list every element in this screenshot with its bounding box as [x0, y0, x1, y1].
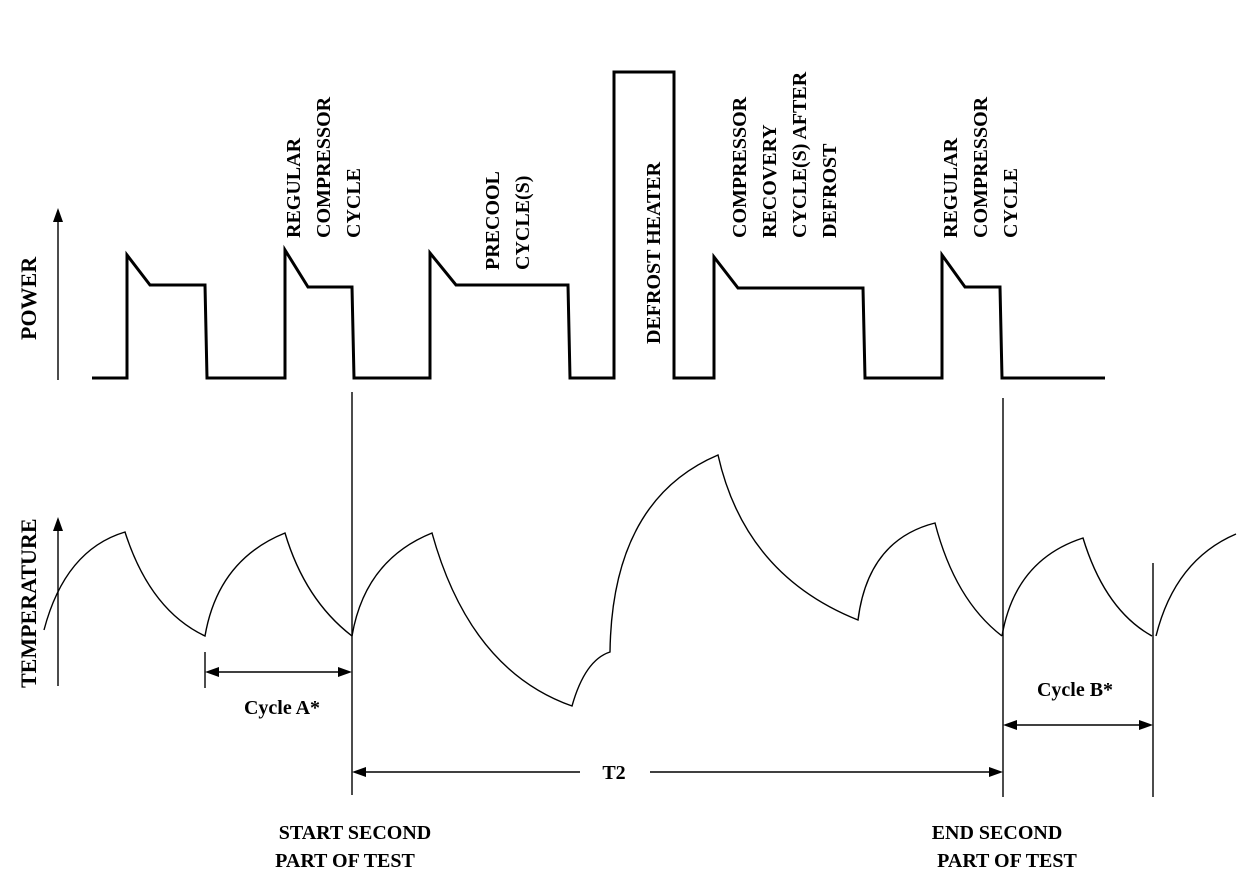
- compressor-recovery-line-4: DEFROST: [819, 143, 841, 238]
- compressor-recovery-line-3: CYCLE(S) AFTER: [789, 71, 811, 238]
- temperature-trace-4: [1155, 533, 1237, 637]
- regular-compressor-cycle-2-label: REGULAR COMPRESSOR CYCLE: [940, 96, 1022, 238]
- regular-compressor-cycle-2-line-2: COMPRESSOR: [970, 96, 992, 238]
- compressor-recovery-line-1: COMPRESSOR: [729, 96, 751, 238]
- temperature-axis-label: TEMPERATURE: [16, 519, 41, 689]
- end-label-line-1: END SECOND: [932, 822, 1063, 844]
- t2-arrowhead-right: [989, 767, 1003, 777]
- regular-compressor-cycle-1-line-3: CYCLE: [343, 168, 365, 238]
- compressor-recovery-line-2: RECOVERY: [759, 124, 781, 238]
- power-axis-arrowhead: [53, 208, 63, 222]
- regular-compressor-cycle-1-label: REGULAR COMPRESSOR CYCLE: [283, 96, 365, 238]
- start-label-line-1: START SECOND: [279, 822, 432, 844]
- defrost-heater-label: DEFROST HEATER: [643, 161, 665, 344]
- cycle-a-arrowhead-left: [205, 667, 219, 677]
- regular-compressor-cycle-2-line-1: REGULAR: [940, 137, 962, 238]
- regular-compressor-cycle-1-line-1: REGULAR: [283, 137, 305, 238]
- cycle-b-arrowhead-right: [1139, 720, 1153, 730]
- precool-cycles-label: PRECOOL CYCLE(S): [482, 171, 534, 270]
- t2-label: T2: [602, 762, 625, 784]
- temperature-trace-3: [1001, 537, 1153, 637]
- temperature-trace-2: [351, 454, 1003, 707]
- regular-compressor-cycle-1-line-2: COMPRESSOR: [313, 96, 335, 238]
- precool-cycles-line-1: PRECOOL: [482, 171, 504, 270]
- end-label-line-2: PART OF TEST: [937, 850, 1077, 872]
- cycle-b-arrowhead-left: [1003, 720, 1017, 730]
- start-label-line-2: PART OF TEST: [275, 850, 415, 872]
- precool-cycles-line-2: CYCLE(S): [512, 176, 534, 270]
- cycle-a-label: Cycle A*: [244, 697, 320, 719]
- compressor-recovery-label: COMPRESSOR RECOVERY CYCLE(S) AFTER DEFRO…: [729, 71, 841, 238]
- t2-arrowhead-left: [352, 767, 366, 777]
- power-axis-label: POWER: [16, 256, 41, 340]
- regular-compressor-cycle-2-line-3: CYCLE: [1000, 168, 1022, 238]
- temperature-trace-1: [43, 531, 353, 638]
- temperature-axis-arrowhead: [53, 517, 63, 531]
- power-trace: [92, 70, 1105, 380]
- cycle-a-arrowhead-right: [338, 667, 352, 677]
- cycle-b-label: Cycle B*: [1037, 679, 1113, 701]
